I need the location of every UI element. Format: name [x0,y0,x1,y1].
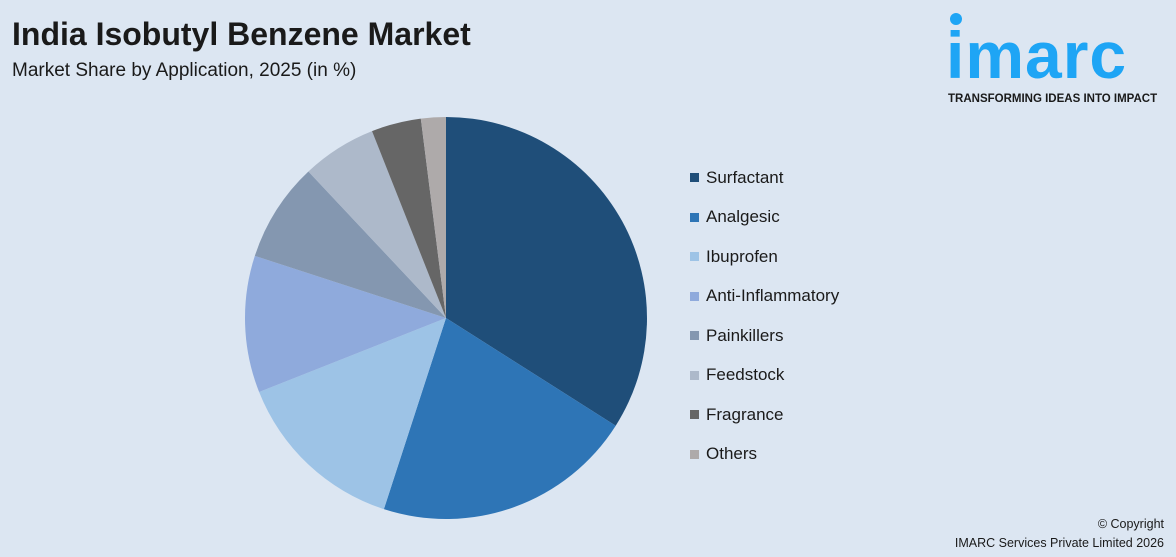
pie-slice-ibuprofen [259,318,446,510]
logo-tagline: TRANSFORMING IDEAS INTO IMPACT [948,93,1158,105]
logo-word: imarc [946,18,1128,92]
pie-slice-painkillers [254,171,446,318]
legend-item: Fragrance [690,395,839,435]
legend-swatch [690,291,699,301]
logo-dot [950,13,962,25]
legend-item: Ibuprofen [690,237,839,277]
legend-label: Fragrance [706,404,784,424]
legend-swatch [690,449,699,459]
legend-label: Painkillers [706,325,784,345]
legend-label: Ibuprofen [706,246,778,266]
legend-label: Others [706,444,758,464]
legend-item: Feedstock [690,356,839,396]
legend-label: Anti-Inflammatory [706,286,840,306]
chart-title: India Isobutyl Benzene Market [12,16,471,52]
pie-slice-fragrance [372,118,446,318]
legend-label: Surfactant [706,167,784,187]
legend-swatch [690,331,699,341]
legend-item: Others [690,435,839,475]
legend-swatch [690,370,699,380]
legend-item: Anti-Inflammatory [690,277,839,317]
legend-item: Analgesic [690,198,839,238]
legend-item: Surfactant [690,158,839,198]
legend-label: Analgesic [706,207,780,227]
pie-slice-analgesic [383,318,616,519]
legend: Surfactant Analgesic Ibuprofen Anti-Inflamm… [690,158,839,474]
legend-swatch [690,173,699,183]
legend-swatch [690,212,699,222]
pie-slice-others [420,117,446,318]
pie-slice-surfactant [446,117,647,426]
legend-label: Feedstock [706,365,785,385]
legend-swatch [690,252,699,262]
copyright: © Copyright IMARC Services Private Limit… [955,515,1164,553]
copyright-line: © Copyright [1097,517,1164,531]
imarc-logo: imarc TRANSFORMING IDEAS INTO IMPACT [946,10,1171,110]
pie-slice-anti-inflammatory [244,255,446,392]
legend-swatch [690,410,699,420]
chart-subtitle: Market Share by Application, 2025 (in %) [12,60,357,81]
pie-slice-feedstock [308,131,446,318]
legend-item: Painkillers [690,316,839,356]
copyright-company: IMARC Services Private Limited 2026 [954,536,1164,550]
